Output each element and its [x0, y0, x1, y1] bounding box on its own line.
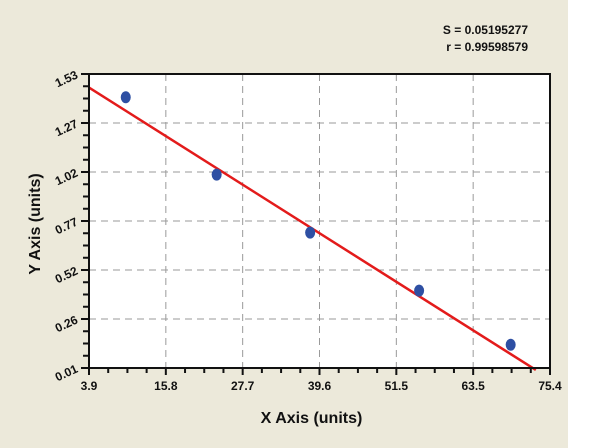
data-point: [211, 168, 222, 181]
data-point: [505, 338, 516, 351]
data-point: [414, 284, 425, 297]
y-tick-label: 0.01: [53, 362, 80, 385]
x-tick-label: 39.6: [308, 379, 332, 393]
y-tick-label: 0.52: [53, 264, 80, 287]
data-point: [120, 91, 131, 104]
x-tick-label: 27.7: [231, 379, 255, 393]
x-tick-label: 75.4: [538, 379, 562, 393]
y-tick-label: 1.27: [53, 117, 80, 140]
x-tick-label: 3.9: [81, 379, 98, 393]
y-tick-label: 1.02: [53, 166, 80, 189]
x-axis-title: X Axis (units): [261, 410, 363, 427]
s-value: S = 0.05195277: [442, 23, 528, 37]
r-value: r = 0.99598579: [446, 40, 528, 54]
y-tick-label: 1.53: [53, 68, 80, 91]
x-tick-label: 15.8: [154, 379, 178, 393]
y-tick-label: 0.26: [53, 313, 80, 336]
y-axis-title: Y Axis (units): [27, 173, 44, 274]
y-tick-label: 0.77: [53, 215, 80, 238]
data-point: [305, 226, 316, 239]
x-tick-label: 63.5: [461, 379, 485, 393]
x-tick-label: 51.5: [385, 379, 409, 393]
fit-statistics: S = 0.05195277 r = 0.99598579: [443, 22, 528, 56]
